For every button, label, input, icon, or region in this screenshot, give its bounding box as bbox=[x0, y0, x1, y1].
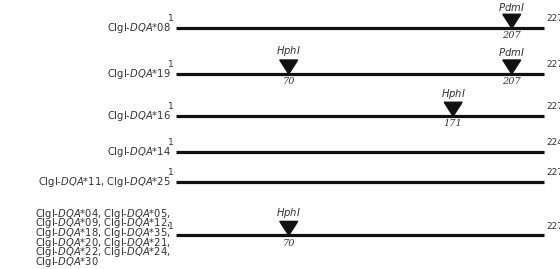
Text: $\mathit{PdmI}$: $\mathit{PdmI}$ bbox=[498, 46, 525, 58]
Text: Clgl-$\mathit{DQA}$*11, Clgl-$\mathit{DQA}$*25: Clgl-$\mathit{DQA}$*11, Clgl-$\mathit{DQ… bbox=[38, 175, 171, 189]
Polygon shape bbox=[444, 102, 462, 116]
Text: 207: 207 bbox=[502, 31, 521, 40]
Text: 1: 1 bbox=[169, 168, 174, 177]
Text: Clgl-$\mathit{DQA}$*20, Clgl-$\mathit{DQA}$*21,: Clgl-$\mathit{DQA}$*20, Clgl-$\mathit{DQ… bbox=[35, 236, 171, 250]
Polygon shape bbox=[280, 60, 298, 74]
Text: $\mathit{HphI}$: $\mathit{HphI}$ bbox=[276, 44, 301, 58]
Text: 1: 1 bbox=[169, 138, 174, 147]
Text: Clgl-$\mathit{DQA}$*09, Clgl-$\mathit{DQA}$*12,: Clgl-$\mathit{DQA}$*09, Clgl-$\mathit{DQ… bbox=[35, 216, 171, 230]
Text: 227: 227 bbox=[547, 102, 560, 111]
Polygon shape bbox=[280, 221, 298, 235]
Text: Clgl-$\mathit{DQA}$*04, Clgl-$\mathit{DQA}$*05,: Clgl-$\mathit{DQA}$*04, Clgl-$\mathit{DQ… bbox=[35, 207, 171, 221]
Polygon shape bbox=[503, 14, 521, 28]
Polygon shape bbox=[503, 60, 521, 74]
Text: 1: 1 bbox=[169, 60, 174, 69]
Text: Clgl-$\mathit{DQA}$*19: Clgl-$\mathit{DQA}$*19 bbox=[107, 67, 171, 81]
Text: 227: 227 bbox=[547, 15, 560, 23]
Text: Clgl-$\mathit{DQA}$*22, Clgl-$\mathit{DQA}$*24,: Clgl-$\mathit{DQA}$*22, Clgl-$\mathit{DQ… bbox=[35, 245, 171, 259]
Text: 1: 1 bbox=[169, 102, 174, 111]
Text: 227: 227 bbox=[547, 222, 560, 231]
Text: 70: 70 bbox=[282, 77, 295, 86]
Text: Clgl-$\mathit{DQA}$*30: Clgl-$\mathit{DQA}$*30 bbox=[35, 255, 99, 269]
Text: Clgl-$\mathit{DQA}$*18, Clgl-$\mathit{DQA}$*35,: Clgl-$\mathit{DQA}$*18, Clgl-$\mathit{DQ… bbox=[35, 226, 171, 240]
Text: $\mathit{PdmI}$: $\mathit{PdmI}$ bbox=[498, 1, 525, 13]
Text: 1: 1 bbox=[169, 222, 174, 231]
Text: Clgl-$\mathit{DQA}$*14: Clgl-$\mathit{DQA}$*14 bbox=[107, 145, 171, 159]
Text: 1: 1 bbox=[169, 15, 174, 23]
Text: 171: 171 bbox=[444, 119, 463, 128]
Text: Clgl-$\mathit{DQA}$*16: Clgl-$\mathit{DQA}$*16 bbox=[107, 109, 171, 123]
Text: 224: 224 bbox=[547, 138, 560, 147]
Text: $\mathit{HphI}$: $\mathit{HphI}$ bbox=[441, 87, 465, 101]
Text: 227: 227 bbox=[547, 168, 560, 177]
Text: $\mathit{HphI}$: $\mathit{HphI}$ bbox=[276, 206, 301, 220]
Text: 207: 207 bbox=[502, 77, 521, 86]
Text: 227: 227 bbox=[547, 60, 560, 69]
Text: 70: 70 bbox=[282, 239, 295, 247]
Text: Clgl-$\mathit{DQA}$*08: Clgl-$\mathit{DQA}$*08 bbox=[107, 21, 171, 35]
